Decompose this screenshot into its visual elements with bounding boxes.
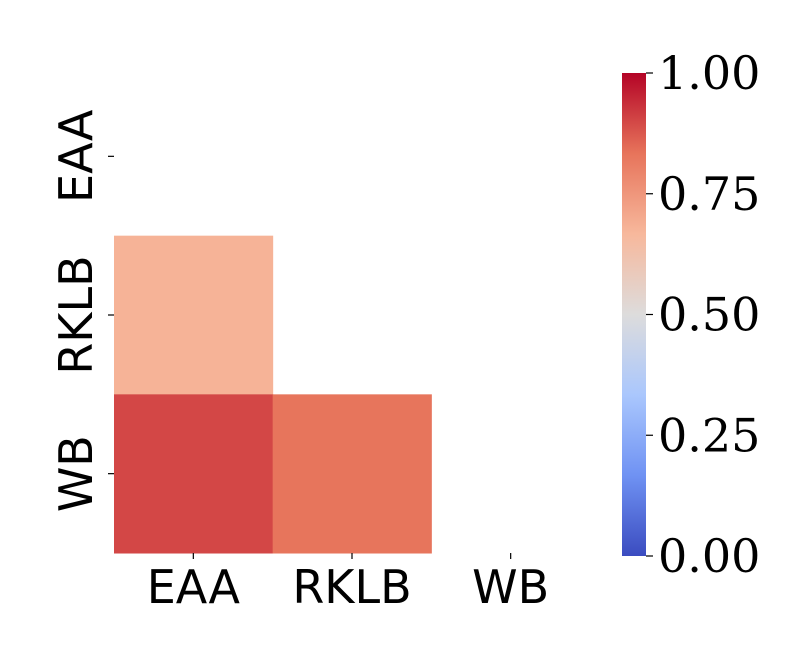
x-tick-label-eaa: EAA xyxy=(147,560,241,614)
colorbar-tick-label: 0.25 xyxy=(658,408,760,462)
y-tick-label-eaa: EAA xyxy=(49,109,103,203)
y-axis: EAA RKLB WB xyxy=(49,109,114,512)
colorbar-tick-label: 0.50 xyxy=(658,288,760,342)
x-tick-label-rklb: RKLB xyxy=(292,560,411,614)
colorbar-tick-label: 0.00 xyxy=(658,529,760,583)
y-tick-label-wb: WB xyxy=(49,435,103,512)
x-axis: EAA RKLB WB xyxy=(147,553,549,614)
colorbar-axis: 0.00 0.25 0.50 0.75 1.00 xyxy=(646,46,760,583)
y-tick-label-rklb: RKLB xyxy=(49,255,103,374)
heatmap-cell-wb-eaa xyxy=(114,394,274,554)
colorbar-tick-label: 1.00 xyxy=(658,46,760,100)
colorbar xyxy=(622,73,646,556)
colorbar-tick-label: 0.75 xyxy=(658,167,760,221)
heatmap-cell-rklb-eaa xyxy=(114,235,274,395)
heatmap-cells xyxy=(114,235,432,554)
heatmap-cell-wb-rklb xyxy=(272,394,432,554)
x-tick-label-wb: WB xyxy=(472,560,549,614)
